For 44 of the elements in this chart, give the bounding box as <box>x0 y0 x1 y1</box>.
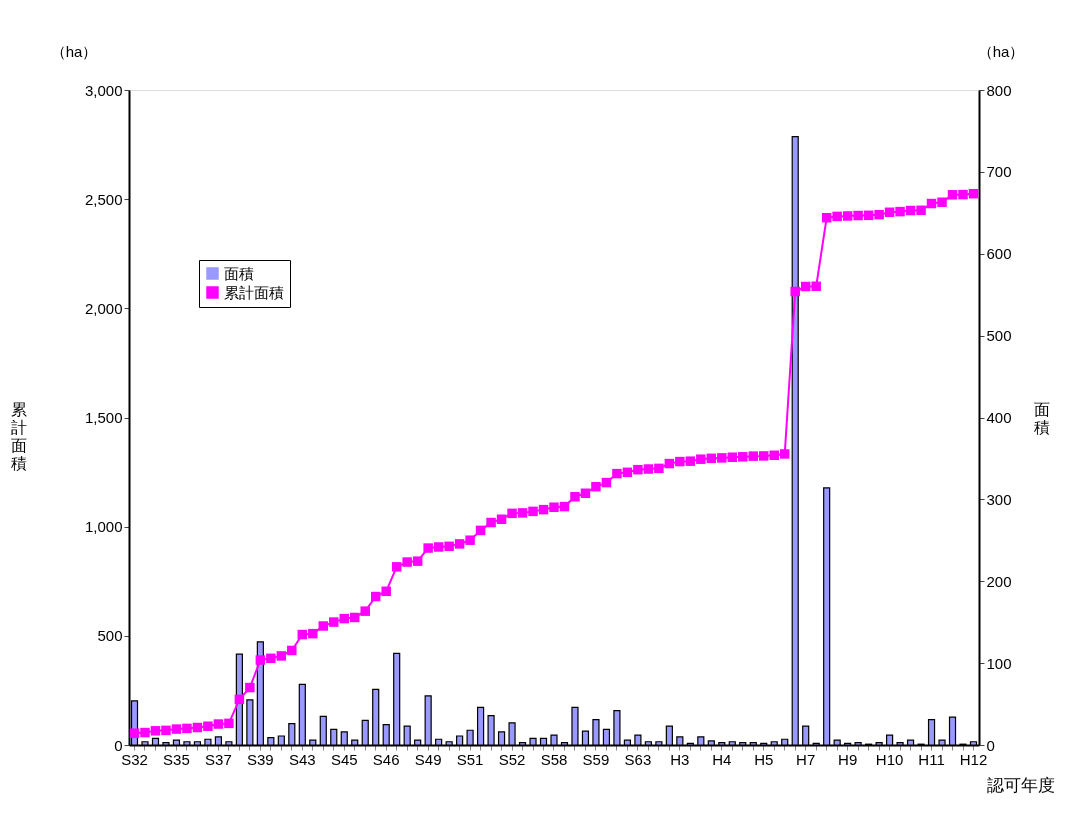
y-tick-label: 1,000 <box>84 518 123 536</box>
x-tick-label: H7 <box>796 750 816 768</box>
y2-tick-label: 100 <box>986 654 1012 672</box>
x-tick-label: S32 <box>121 750 148 768</box>
y2-tick-label: 0 <box>986 736 995 754</box>
y-tick-label: 3,000 <box>84 81 123 99</box>
y-tick-label: 0 <box>114 736 123 754</box>
y-axis-title: 累計面積 <box>10 401 27 472</box>
x-tick-label: S45 <box>330 750 358 768</box>
x-tick-label: H5 <box>754 750 774 768</box>
y-tick-label: 2,000 <box>84 299 123 317</box>
x-tick-label: H11 <box>918 750 945 768</box>
y2-axis-title: 面積 <box>1033 401 1050 436</box>
y2-tick-label: 700 <box>986 163 1012 181</box>
x-tick-label: H12 <box>959 750 988 768</box>
legend-label: 累計面積 <box>224 283 284 301</box>
y2-tick-label: 200 <box>986 572 1012 590</box>
legend-label: 面積 <box>224 264 254 282</box>
x-tick-label: S46 <box>372 750 400 768</box>
x-tick-label: S35 <box>163 750 190 768</box>
x-tick-label: S37 <box>205 750 232 768</box>
x-tick-label: S51 <box>456 750 484 768</box>
x-tick-label: S52 <box>498 750 526 768</box>
x-tick-label: S59 <box>582 750 610 768</box>
x-tick-label: H10 <box>875 750 904 768</box>
text: （ha） <box>977 43 1025 60</box>
text: （ha） <box>50 43 98 60</box>
y2-tick-label: 600 <box>986 245 1012 263</box>
y2-tick-label: 800 <box>986 81 1012 99</box>
y2-tick-label: 400 <box>986 409 1012 426</box>
x-axis-title: 認可年度 <box>986 775 1055 795</box>
x-tick-label: S63 <box>624 750 652 768</box>
x-tick-label: H3 <box>670 750 690 768</box>
x-tick-label: S49 <box>414 750 442 768</box>
y-tick-label: 500 <box>97 627 123 645</box>
x-tick-label: H9 <box>838 750 858 768</box>
y-tick-label: 2,500 <box>84 190 123 208</box>
y2-tick-label: 300 <box>986 490 1012 508</box>
x-tick-label: S43 <box>288 750 316 768</box>
y-tick-label: 1,500 <box>84 409 123 426</box>
x-tick-label: S58 <box>540 750 568 768</box>
x-tick-label: H4 <box>712 750 732 768</box>
y2-tick-label: 500 <box>986 327 1012 345</box>
x-tick-label: S39 <box>247 750 274 768</box>
